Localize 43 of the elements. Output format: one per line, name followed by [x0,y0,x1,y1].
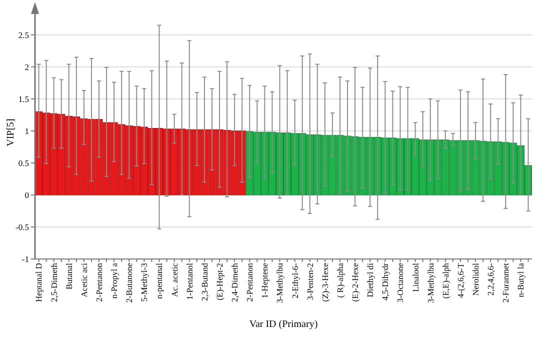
x-tick-label: Ac. acetic [169,262,180,297]
x-tick-label: n-Propyl a [109,262,120,299]
x-tick-label: 2,2,4,6,6- [486,262,496,296]
y-tick-label: 2.5 [18,30,29,40]
y-tick-label: 0.5 [18,158,29,168]
x-tick-label: n-Butyl la [516,262,526,298]
x-tick-label: 2,5-Dimeth [48,262,59,302]
x-tick-label: 2,4-Dimeth [230,262,240,302]
x-tick-label: 3-Methylbu [425,262,436,304]
x-tick-label: Butanal [64,262,74,290]
x-tick-label: 2-Pentanon [94,262,104,302]
x-tick-label: Acetic aci [78,262,89,298]
x-tick-label: 2-Pentanon [244,262,255,302]
x-tick-label: 2,3-Butand [199,262,210,302]
x-tick-label: 5-Methyl-3 [139,263,150,302]
x-tick-label: 2-Butanone [124,262,134,303]
x-tick-label: 4-(2,6,6-T [455,262,466,298]
x-tick-label: 4,5-Dihydr [380,262,390,301]
x-tick-label: (E,E)-alph [440,262,450,299]
x-tick-label: (E)-Hept-2 [214,263,224,300]
x-tick-label: ( R)-alpha [334,262,345,298]
y-tick-label: 0 [24,190,29,200]
y-axis-title: VIP[5] [6,118,16,146]
x-tick-label: 1-Heptene [260,262,270,298]
y-tick-label: -0.5 [16,222,29,232]
x-tick-label: Nerolidol [470,262,480,296]
x-tick-label: Heptanal D [34,263,44,302]
y-tick-label: 1.5 [18,94,29,104]
x-tick-label: Linalool [410,262,420,292]
x-tick-label: 1-Pentanol [184,262,194,300]
x-axis-title: Var ID (Primary) [249,319,318,330]
y-tick-label: 2 [24,62,29,72]
x-tick-label: 2-Ethyl-6- [290,262,300,298]
x-tick-label: (Z)-3-Hexe [320,262,330,302]
x-tick-label: n-pentanal [154,262,164,299]
x-tick-label: 3-Octanone [395,262,406,303]
x-tick-label: 3-Penten-2 [304,263,315,300]
y-tick-label: -1 [22,254,29,264]
x-tick-label: 2-Furanmet [500,262,511,303]
x-tick-label: 3-Methylbu [274,262,285,304]
x-tick-label: Diethyl di [365,262,376,298]
y-tick-label: 1 [24,126,29,136]
x-tick-label: (E)-2-Hexe [350,262,360,302]
